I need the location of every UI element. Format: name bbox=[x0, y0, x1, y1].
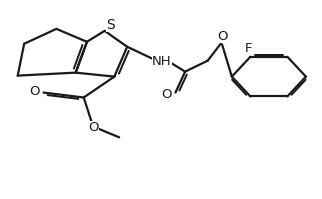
Text: NH: NH bbox=[152, 55, 172, 68]
Text: F: F bbox=[245, 42, 252, 55]
Text: O: O bbox=[29, 85, 40, 98]
Text: O: O bbox=[218, 30, 228, 43]
Text: O: O bbox=[88, 121, 99, 135]
Text: O: O bbox=[161, 88, 172, 101]
Text: S: S bbox=[106, 18, 115, 32]
